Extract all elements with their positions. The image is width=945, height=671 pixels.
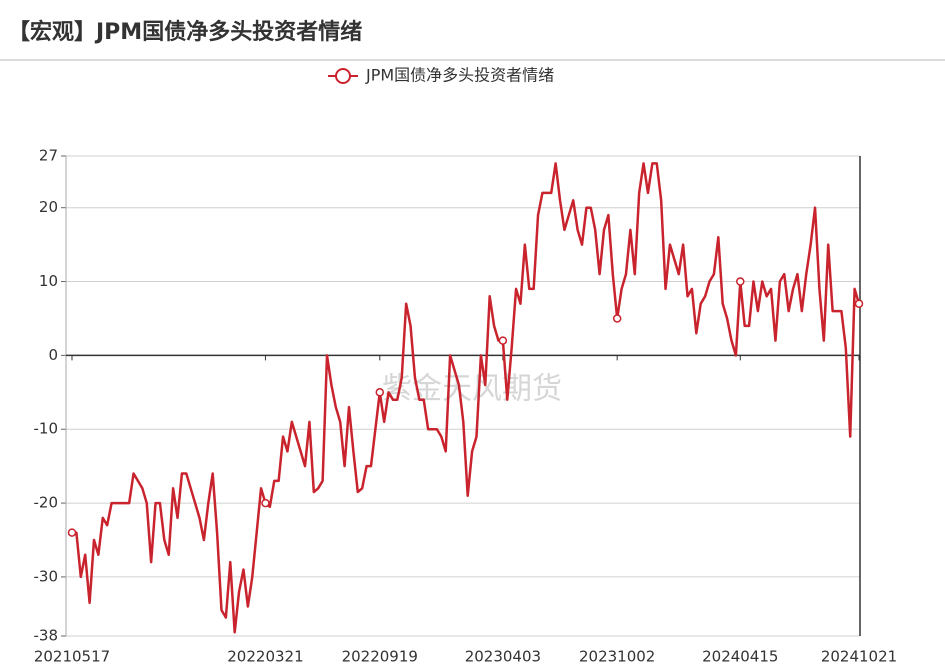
x-tick-label: 20241021 — [821, 648, 897, 666]
data-point — [736, 277, 745, 286]
legend-label: JPM国债净多头投资者情绪 — [365, 66, 554, 85]
y-tick-label: 20 — [39, 198, 58, 216]
x-tick-label: 20220919 — [342, 648, 418, 666]
y-tick-label: -30 — [34, 567, 59, 585]
x-tick-label: 20230403 — [465, 648, 541, 666]
data-point — [498, 336, 508, 345]
y-tick-label: -38 — [34, 627, 59, 645]
legend-symbol — [335, 68, 351, 84]
watermark: 紫金天风期货 — [382, 372, 562, 407]
y-tick-label: -20 — [34, 494, 59, 512]
data-point — [612, 314, 622, 323]
data-point — [854, 299, 864, 308]
x-tick-label: 20240415 — [702, 648, 778, 666]
x-tick-label: 20220321 — [227, 648, 303, 666]
data-point — [375, 388, 385, 397]
data-point — [67, 528, 77, 537]
data-point — [261, 498, 270, 508]
y-tick-label: 27 — [39, 147, 58, 165]
x-tick-label: 20231002 — [579, 648, 655, 666]
chart-title: 【宏观】JPM国债净多头投资者情绪 — [8, 19, 362, 45]
y-tick-label: -10 — [34, 420, 59, 438]
data-line — [72, 162, 861, 634]
y-tick-label: 10 — [39, 272, 58, 290]
y-tick-label: 0 — [48, 346, 58, 364]
x-tick-label: 20210517 — [34, 648, 110, 666]
